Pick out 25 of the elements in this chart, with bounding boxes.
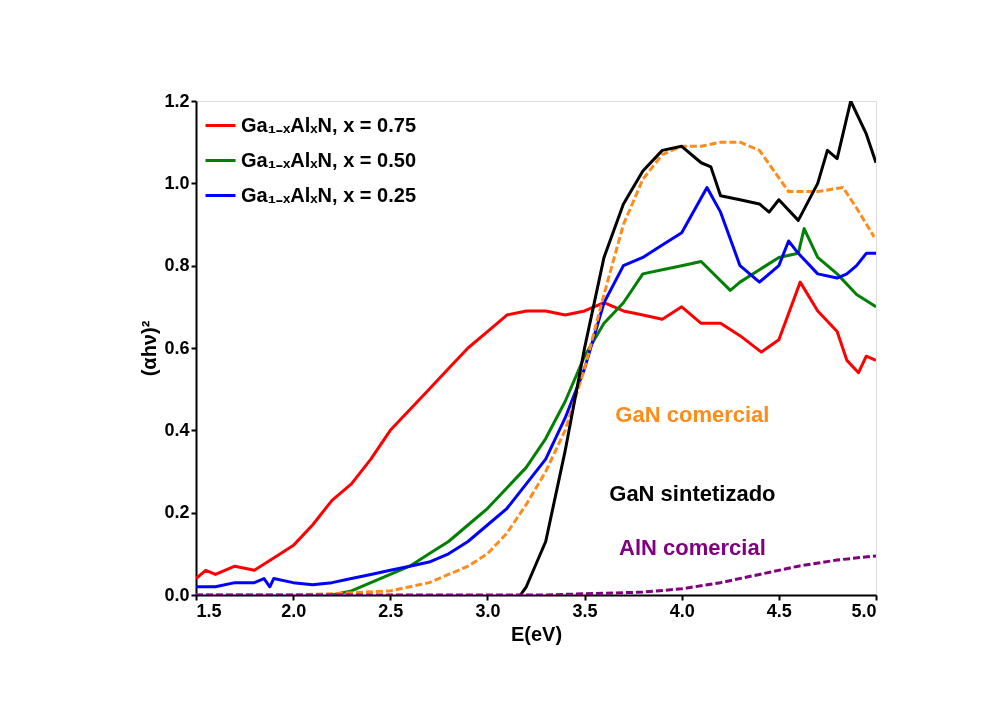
- y-tick-label: 1.0: [164, 172, 190, 193]
- y-tick-label: 0.0: [164, 584, 190, 605]
- y-tick-label: 0.4: [164, 419, 190, 440]
- x-tick-label: 4.5: [766, 600, 792, 621]
- x-tick-label: 1.5: [196, 600, 222, 621]
- x-axis-title: E(eV): [510, 622, 563, 645]
- series-label: AlN comercial: [619, 535, 766, 561]
- y-tick-label: 0.8: [164, 255, 190, 276]
- legend-label: Ga₁₋ₓAlₓN, x = 0.75: [241, 113, 416, 136]
- x-tick-label: 2.5: [378, 600, 404, 621]
- y-axis-title: (αhν)²: [138, 320, 161, 377]
- line-series: [330, 227, 876, 595]
- y-tick-label: 0.2: [164, 502, 190, 523]
- legend-label: Ga₁₋ₓAlₓN, x = 0.25: [241, 183, 416, 206]
- legend-label: Ga₁₋ₓAlₓN, x = 0.50: [241, 148, 416, 171]
- line-series: [196, 280, 876, 581]
- x-tick-label: 2.0: [281, 600, 307, 621]
- x-tick-label: 3.0: [475, 600, 501, 621]
- y-tick-label: 0.6: [164, 337, 190, 358]
- text: GaN sintetizado: [609, 480, 776, 506]
- x-tick-label: 5.0: [851, 600, 877, 621]
- series-label: GaN comercial: [615, 401, 770, 427]
- x-tick-label: 3.5: [572, 600, 598, 621]
- x-tick-label: 4.0: [669, 600, 695, 621]
- y-tick-label: 1.2: [164, 90, 190, 111]
